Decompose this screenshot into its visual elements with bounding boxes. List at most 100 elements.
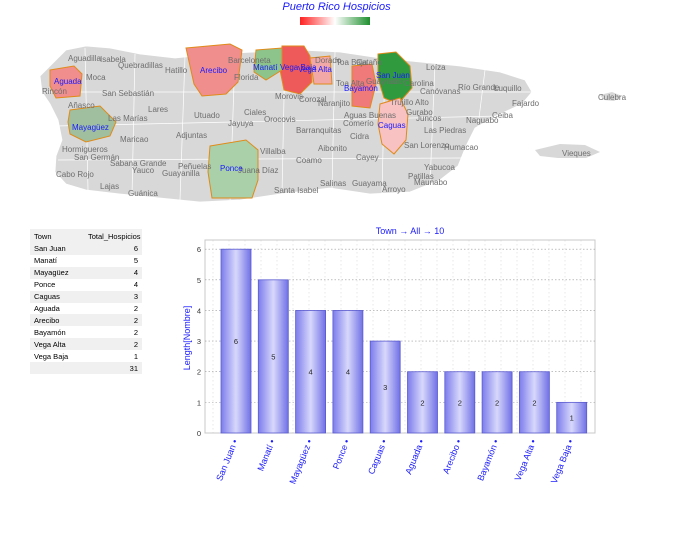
town-label: Rincón [42, 87, 67, 96]
bar-san-juan [220, 248, 252, 434]
town-label: Las Piedras [424, 126, 466, 135]
town-label: Lajas [100, 182, 119, 191]
bars: 6 5 4 4 3 2 2 2 2 1 [220, 248, 588, 434]
town-label: Cabo Rojo [56, 170, 94, 179]
town-label: Yabucoa [424, 163, 456, 172]
cell-total: 2 [84, 326, 142, 339]
town-label: Guayama [352, 179, 387, 188]
town-label-arecibo: Arecibo [200, 66, 228, 75]
region-caguas[interactable] [377, 97, 409, 155]
highlighted-towns [49, 43, 413, 199]
cell-total: 3 [133, 292, 138, 302]
cell-town: Arecibo [34, 315, 60, 325]
town-label-san-juan: San Juan [376, 71, 410, 80]
y-tick-label: 6 [197, 245, 201, 254]
region-arecibo[interactable] [185, 43, 243, 97]
x-tick-label: Aguada • [403, 438, 426, 476]
bar-vega-baja [556, 401, 588, 434]
cell-total: 1 [84, 350, 142, 363]
town-label: Hormigueros [62, 145, 108, 154]
cell-town: Vega Alta [34, 339, 66, 349]
town-label: Las Marías [108, 114, 148, 123]
cell-town: Mayagüez [34, 268, 69, 278]
y-tick-label: 5 [197, 276, 201, 285]
town-label: Sabana Grande [110, 159, 167, 168]
town-label: Ciales [244, 108, 266, 117]
town-label: Adjuntas [176, 131, 207, 140]
town-label: Jayuya [228, 119, 254, 128]
x-tick-label: Caguas • [366, 438, 389, 476]
bar-value-label: 2 [532, 398, 536, 407]
bar-caguas [369, 340, 401, 434]
x-tick-label: San Juan • [214, 438, 240, 482]
town-label: Lares [148, 105, 168, 114]
town-label-aguada: Aguada [54, 77, 82, 86]
town-label: San Lorenzo [404, 141, 450, 150]
bar-value-label: 6 [234, 337, 238, 346]
region-aguada[interactable] [49, 65, 83, 99]
town-label-mayaguez: Mayagüez [72, 123, 109, 132]
town-label: Naranjito [318, 99, 351, 108]
town-label: Aguas Buenas [344, 111, 396, 120]
bar-mayag-ez [295, 310, 326, 434]
cell-total: 4 [133, 268, 138, 278]
cell-total-label [30, 362, 84, 374]
town-label: Corozal [299, 95, 327, 104]
town-label: Florida [234, 73, 259, 82]
table-row: Mayagüez 4 [30, 267, 142, 279]
cell-total: 4 [84, 278, 142, 291]
table-row: Vega Baja 1 [30, 350, 142, 363]
table-row: Arecibo 2 [30, 314, 142, 326]
puerto-rico-map[interactable]: Aguadilla Isabela Quebradillas Hatillo B… [0, 0, 673, 215]
bar-value-label: 3 [383, 383, 387, 392]
town-label: Guánica [128, 189, 158, 198]
cell-total: 6 [133, 244, 138, 254]
column-header-town: Town [34, 231, 52, 241]
town-label: Toa Alta [336, 79, 365, 88]
town-label: Cataño [356, 58, 382, 67]
region-san-juan[interactable] [377, 51, 413, 105]
region-mayaguez[interactable] [67, 105, 117, 143]
bar-aguada [407, 371, 438, 434]
region-vega-alta[interactable] [309, 55, 333, 85]
column-header-total: Total_Hospicios [88, 231, 141, 241]
map-color-legend [300, 17, 370, 25]
cell-town: Caguas [34, 292, 60, 302]
x-tick-label: Mayagüez • [288, 438, 315, 485]
region-vega-baja[interactable] [253, 47, 283, 81]
town-label hl: Bayamón [344, 84, 378, 93]
table-header-row: Town Total_Hospicios [30, 229, 142, 243]
town-label: Cidra [350, 132, 370, 141]
town-label: Salinas [320, 179, 346, 188]
town-label: Hatillo [165, 66, 188, 75]
y-tick-label: 0 [197, 429, 201, 438]
town-label-vega-alta: Vega Alta [298, 65, 332, 74]
region-ponce[interactable] [207, 139, 259, 199]
town-label: Toa Baja [336, 58, 368, 67]
x-tick-label: Vega Baja • [549, 438, 576, 485]
bar-manat- [257, 279, 289, 434]
town-label: Fajardo [512, 99, 540, 108]
town-label: Humacao [444, 143, 479, 152]
culebra-shape [600, 92, 622, 101]
town-label: Aguadilla [68, 54, 101, 63]
cell-town: Aguada [30, 302, 84, 315]
x-tick-label: Bayamón • [475, 438, 501, 482]
town-label: Barceloneta [228, 56, 271, 65]
y-tick-label: 3 [197, 337, 201, 346]
town-label: Carolina [404, 79, 434, 88]
region-bayamon[interactable] [351, 63, 377, 109]
town-label: Utuado [194, 111, 220, 120]
town-label: Añasco [68, 101, 95, 110]
town-label: Guayanilla [162, 169, 200, 178]
town-label: Quebradillas [118, 61, 163, 70]
cell-total: 2 [133, 339, 138, 349]
table-row: Caguas 3 [30, 291, 142, 303]
town-label: Luquillo [494, 84, 522, 93]
town-label-ponce: Ponce [220, 164, 243, 173]
region-manati[interactable] [279, 45, 313, 95]
table-row: Ponce 4 [30, 278, 142, 291]
x-axis-ticks: San Juan • Manatí • Mayagüez • Ponce • Cagua… [214, 438, 575, 485]
town-label: Dorado [315, 56, 342, 65]
table-row: Aguada 2 [30, 302, 142, 315]
